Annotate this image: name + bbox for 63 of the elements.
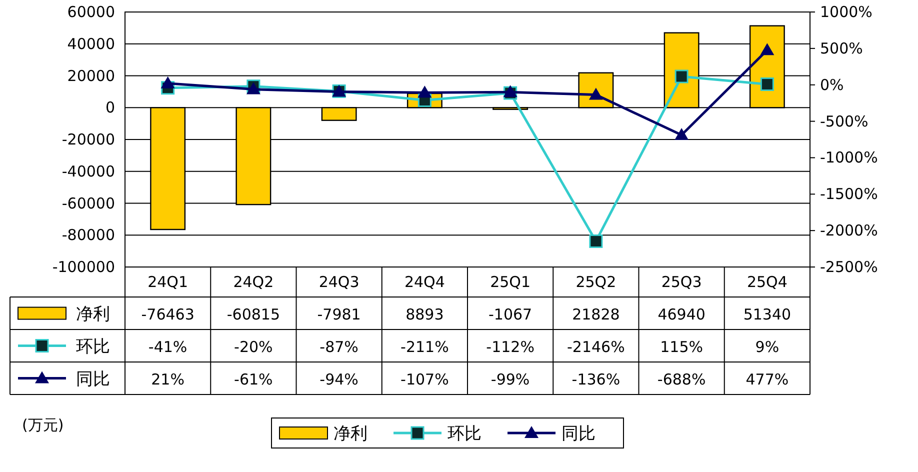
legend-label: 环比 — [76, 336, 110, 357]
data-label: -136% — [572, 370, 620, 388]
data-label: -112% — [486, 338, 534, 356]
data-label: 8893 — [406, 305, 444, 324]
point — [246, 82, 260, 94]
y2-tick-label: 500% — [820, 39, 863, 58]
data-label: -99% — [490, 370, 530, 388]
point — [418, 86, 432, 98]
point — [503, 85, 518, 98]
data-label: -2146% — [567, 338, 625, 356]
legend: 净利 环比 同比 — [271, 418, 624, 448]
point — [760, 77, 774, 91]
y-tick-label: 0 — [105, 98, 115, 117]
point — [589, 234, 603, 248]
data-label: -1067 — [488, 305, 532, 324]
data-label: -107% — [400, 370, 449, 388]
point — [674, 70, 688, 84]
legend-label: 净利 — [76, 304, 110, 324]
data-label: 9% — [755, 338, 780, 356]
data-label: -61% — [234, 370, 273, 388]
data-label: 115% — [660, 338, 704, 356]
data-label: -20% — [234, 338, 273, 356]
data-label: -7981 — [317, 305, 361, 324]
data-label: -41% — [148, 338, 188, 356]
data-label: -688% — [657, 370, 706, 388]
x-tick-label: 24Q2 — [233, 273, 274, 291]
y2-tick-label: -1000% — [820, 148, 878, 167]
x-tick-label: 24Q1 — [148, 273, 188, 291]
y2-tick-label: -500% — [820, 112, 868, 130]
data-label: -76463 — [141, 305, 194, 324]
y2-tick-label: 1000% — [820, 3, 872, 21]
y-tick-label: -40000 — [62, 162, 115, 180]
y-tick-label: -80000 — [62, 226, 115, 244]
data-label: -87% — [320, 338, 358, 356]
y-tick-label: -20000 — [62, 130, 115, 148]
data-label: -211% — [400, 338, 449, 356]
y-tick-label: 60000 — [67, 3, 115, 21]
data-label: -94% — [320, 370, 358, 388]
data-label: -60815 — [226, 305, 280, 324]
point — [674, 128, 689, 140]
data-label: 51340 — [743, 305, 792, 324]
text: (万元) — [22, 416, 64, 434]
x-tick-label: 25Q4 — [746, 273, 788, 291]
y2-tick-label: -2000% — [820, 222, 878, 240]
data-label: 477% — [746, 370, 789, 388]
y-tick-label: -100000 — [52, 258, 115, 276]
y-tick-label: 40000 — [67, 34, 115, 53]
x-tick-label: 25Q2 — [576, 273, 616, 291]
data-label: 21828 — [572, 305, 620, 324]
y-tick-label: 20000 — [67, 66, 115, 85]
x-tick-label: 24Q3 — [318, 273, 360, 291]
y2-tick-label: -1500% — [820, 185, 878, 204]
point — [760, 43, 774, 56]
point — [160, 76, 175, 88]
y-tick-label: -60000 — [62, 194, 115, 212]
x-tick-label: 25Q3 — [661, 273, 702, 291]
y2-tick-label: 0% — [820, 76, 844, 94]
legend-label: 同比 — [76, 369, 110, 390]
data-label: 21% — [151, 370, 184, 388]
x-tick-label: 25Q1 — [490, 273, 531, 291]
data-label: 46940 — [658, 305, 706, 324]
y2-tick-label: -2500% — [820, 258, 878, 276]
x-tick-label: 24Q4 — [404, 273, 445, 291]
